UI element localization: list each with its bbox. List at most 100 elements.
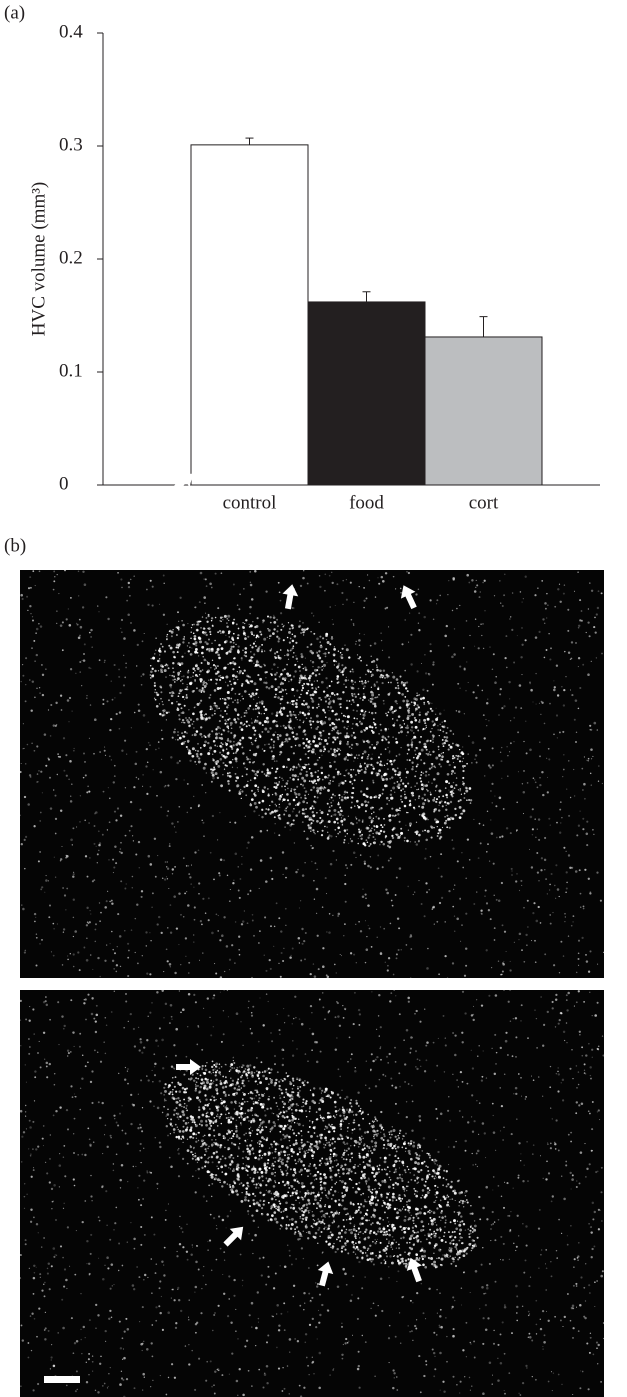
speckle xyxy=(408,712,410,714)
speckle xyxy=(296,737,299,740)
speckle xyxy=(580,1276,582,1278)
speckle xyxy=(293,645,295,647)
speckle xyxy=(253,653,255,655)
speckle xyxy=(247,922,249,924)
speckle xyxy=(283,1138,284,1139)
speckle xyxy=(376,741,379,744)
speckle xyxy=(360,714,361,715)
speckle xyxy=(151,1292,153,1294)
speckle xyxy=(278,917,280,919)
speckle xyxy=(564,651,565,652)
speckle xyxy=(235,644,236,645)
speckle xyxy=(133,575,135,577)
speckle xyxy=(478,1134,479,1135)
speckle xyxy=(375,596,376,597)
speckle xyxy=(278,806,280,808)
speckle xyxy=(130,825,132,827)
speckle xyxy=(181,620,183,622)
speckle xyxy=(306,738,308,740)
speckle xyxy=(302,622,303,623)
speckle xyxy=(354,1224,356,1226)
speckle xyxy=(362,717,364,719)
speckle xyxy=(444,822,447,825)
speckle xyxy=(375,831,378,834)
speckle xyxy=(371,698,374,701)
speckle xyxy=(518,939,519,940)
speckle xyxy=(134,1045,136,1047)
speckle xyxy=(83,947,85,949)
speckle xyxy=(478,857,480,859)
speckle xyxy=(65,754,67,756)
speckle xyxy=(432,663,434,665)
speckle xyxy=(200,726,202,728)
speckle xyxy=(210,1360,212,1362)
speckle xyxy=(83,1002,85,1004)
speckle xyxy=(91,1102,93,1104)
speckle xyxy=(473,819,474,820)
speckle xyxy=(392,711,395,714)
speckle xyxy=(407,709,410,712)
speckle xyxy=(550,1261,551,1262)
speckle xyxy=(98,611,99,612)
speckle xyxy=(193,672,194,673)
speckle xyxy=(235,921,236,922)
speckle xyxy=(500,752,501,753)
speckle xyxy=(423,743,426,746)
speckle xyxy=(462,770,464,772)
speckle xyxy=(591,661,592,662)
speckle xyxy=(228,1275,230,1277)
speckle xyxy=(502,970,504,972)
speckle xyxy=(24,839,26,841)
speckle xyxy=(195,644,197,646)
speckle xyxy=(392,725,393,726)
speckle xyxy=(436,1177,437,1178)
speckle xyxy=(138,704,140,706)
speckle xyxy=(127,1241,128,1242)
speckle xyxy=(343,841,345,843)
speckle xyxy=(558,1149,560,1151)
speckle xyxy=(170,1004,173,1007)
speckle xyxy=(293,823,295,825)
speckle xyxy=(341,671,343,673)
speckle xyxy=(119,935,122,938)
speckle xyxy=(452,1032,454,1034)
speckle xyxy=(590,891,592,893)
speckle xyxy=(336,666,339,669)
speckle xyxy=(261,651,263,653)
speckle xyxy=(376,669,379,672)
speckle xyxy=(336,818,339,821)
speckle xyxy=(159,685,161,687)
speckle xyxy=(223,1033,225,1035)
speckle xyxy=(184,731,186,733)
speckle xyxy=(418,752,421,755)
speckle xyxy=(371,813,372,814)
speckle xyxy=(328,652,330,654)
speckle xyxy=(421,903,423,905)
speckle xyxy=(329,724,331,726)
speckle xyxy=(262,622,263,623)
speckle xyxy=(497,1379,500,1382)
speckle xyxy=(359,644,361,646)
speckle xyxy=(456,1079,457,1080)
speckle xyxy=(251,722,253,724)
speckle xyxy=(402,700,405,703)
speckle xyxy=(334,795,335,796)
speckle xyxy=(210,706,212,708)
speckle xyxy=(538,839,540,841)
speckle xyxy=(438,749,439,750)
speckle xyxy=(452,757,454,759)
speckle xyxy=(465,965,467,967)
speckle xyxy=(224,971,225,972)
speckle xyxy=(68,608,69,609)
speckle xyxy=(142,774,143,775)
speckle xyxy=(236,750,238,752)
speckle xyxy=(136,751,138,753)
speckle xyxy=(411,792,413,794)
speckle xyxy=(422,789,424,791)
speckle xyxy=(296,786,298,788)
speckle xyxy=(502,1321,504,1323)
speckle xyxy=(155,689,156,690)
speckle xyxy=(578,1071,579,1072)
speckle xyxy=(189,647,191,649)
speckle xyxy=(45,669,46,670)
